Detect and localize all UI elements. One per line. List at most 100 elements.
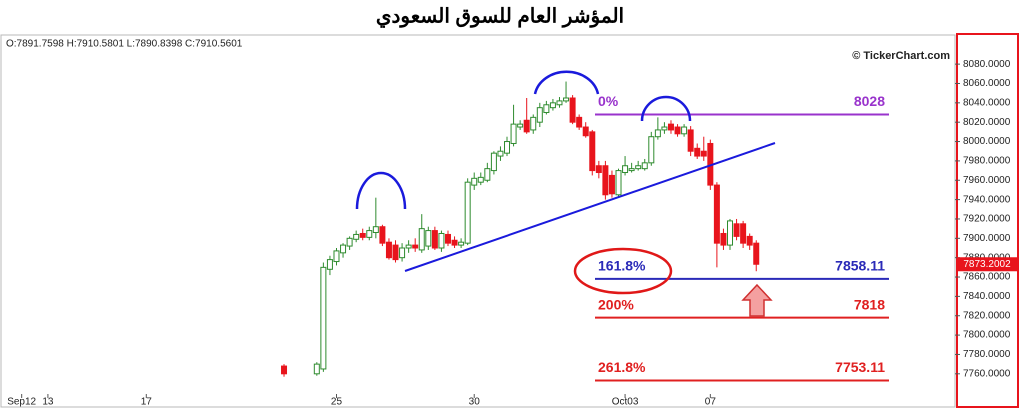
candle-body	[497, 150, 504, 157]
candle-body	[510, 123, 517, 144]
y-tick-label: 7860.0000	[963, 272, 1011, 283]
candle-body	[556, 100, 563, 106]
candle-body	[418, 228, 425, 251]
watermark: © TickerChart.com	[852, 50, 950, 62]
candle-body	[661, 126, 668, 131]
plot-frame	[0, 34, 956, 408]
fib-label: 200%	[598, 296, 634, 312]
candle-body	[536, 107, 543, 123]
y-tick-label: 7900.0000	[963, 233, 1011, 244]
candle-body	[490, 152, 497, 172]
candle-body	[464, 181, 471, 244]
arc	[640, 95, 692, 122]
y-tick-label: 8020.0000	[963, 117, 1011, 128]
fib-label: 261.8%	[598, 359, 646, 375]
x-tick-label: 25	[331, 397, 343, 408]
candle-body	[687, 129, 694, 152]
candle-body	[733, 223, 740, 237]
candle-body	[471, 177, 478, 186]
candle-body	[451, 239, 458, 246]
candle-body	[615, 170, 622, 196]
marks: 7760.0000 7780.0000 7800.0000 7820.0000 7840…	[7, 59, 1018, 408]
candle-body	[635, 165, 642, 170]
annotations	[355, 70, 776, 317]
candle-body	[576, 116, 583, 128]
candle-body	[353, 233, 360, 240]
chart-title: المؤشر العام للسوق السعودي	[376, 5, 624, 28]
candle-body	[753, 242, 760, 265]
x-tick-label: 13	[42, 397, 54, 408]
candle-body	[340, 244, 347, 254]
candle-body	[425, 230, 432, 247]
candle-body	[438, 232, 445, 249]
candle-body	[589, 131, 596, 172]
candle-body	[582, 126, 589, 137]
candle-body	[569, 97, 576, 123]
candle-body	[346, 237, 353, 247]
x-tick-label: 07	[705, 397, 717, 408]
arrow	[741, 283, 773, 317]
candle-body	[563, 97, 570, 102]
candle-body	[608, 174, 615, 195]
fib-value: 7858.11	[835, 258, 885, 274]
candle-body	[530, 116, 537, 131]
candle-body	[477, 176, 484, 183]
candle-body	[543, 104, 550, 114]
fib-value: 7753.11	[835, 359, 885, 375]
y-tick-label: 7820.0000	[963, 310, 1011, 321]
axis-frame	[956, 33, 1019, 408]
candle-body	[412, 244, 419, 249]
y-tick-label: 7920.0000	[963, 214, 1011, 225]
candle-body	[713, 184, 720, 244]
candle-body	[504, 141, 511, 154]
candle-body	[405, 244, 412, 249]
candle-body	[681, 126, 688, 135]
candle-body	[372, 226, 379, 234]
candle-body	[694, 147, 701, 157]
candle-body	[622, 165, 629, 174]
candle-body	[431, 230, 438, 249]
candle-body	[444, 233, 451, 244]
last-price-label: 7873.2002	[963, 259, 1011, 270]
y-tick-label: 7780.0000	[963, 349, 1011, 360]
candle-body	[333, 250, 340, 263]
candle-body	[399, 247, 406, 259]
x-tick-label: 17	[141, 397, 153, 408]
candle-body	[517, 123, 524, 128]
candle-body	[628, 168, 635, 172]
trend-line	[404, 142, 776, 272]
fib-label: 161.8%	[598, 258, 646, 274]
y-tick-label: 8080.0000	[963, 59, 1011, 70]
candle-body	[313, 363, 320, 375]
x-tick-label: 30	[469, 397, 481, 408]
highlight-ellipse	[573, 247, 673, 295]
candle-body	[641, 162, 648, 170]
fib-value: 7818	[854, 296, 885, 312]
candle-body	[549, 102, 556, 109]
candle-body	[366, 230, 373, 238]
y-tick-label: 7940.0000	[963, 194, 1011, 205]
y-tick-label: 7760.0000	[963, 368, 1011, 379]
x-tick-label: Sep12	[7, 397, 36, 408]
candle-body	[746, 235, 753, 246]
candle-body	[700, 150, 707, 157]
y-tick-label: 7800.0000	[963, 330, 1011, 341]
candle-body	[674, 126, 681, 135]
candle-body	[727, 220, 734, 246]
y-tick-label: 8040.0000	[963, 97, 1011, 108]
fib-value: 8028	[854, 93, 885, 109]
candle-body	[281, 365, 288, 375]
y-tick-label: 7980.0000	[963, 156, 1011, 167]
candle-body	[740, 223, 747, 244]
candle-body	[523, 119, 530, 133]
candle-body	[458, 241, 465, 246]
y-tick-label: 7840.0000	[963, 291, 1011, 302]
ohlc-label: O:7891.7598 H:7910.5801 L:7890.8398 C:79…	[6, 39, 243, 50]
candle-body	[359, 232, 366, 238]
arc	[355, 171, 407, 210]
arc	[533, 70, 600, 95]
candle-body	[392, 244, 399, 261]
y-tick-label: 8060.0000	[963, 78, 1011, 89]
candle-body	[654, 129, 661, 138]
